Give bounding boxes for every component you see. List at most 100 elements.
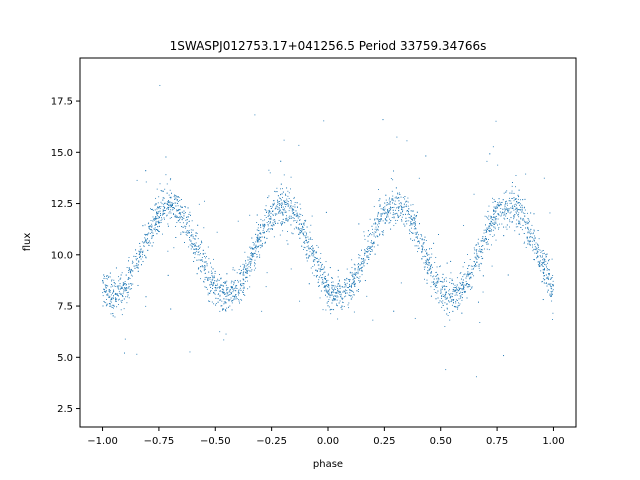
scatter-point bbox=[541, 265, 543, 267]
scatter-point bbox=[525, 173, 527, 175]
scatter-point bbox=[354, 282, 356, 284]
scatter-point bbox=[288, 204, 290, 206]
scatter-point bbox=[225, 301, 226, 303]
scatter-point bbox=[285, 202, 287, 204]
scatter-point bbox=[172, 204, 173, 206]
scatter-point bbox=[135, 249, 137, 251]
scatter-point bbox=[187, 216, 189, 218]
scatter-point bbox=[352, 282, 354, 284]
scatter-point bbox=[419, 242, 420, 244]
scatter-point bbox=[270, 225, 272, 227]
scatter-point bbox=[202, 249, 204, 251]
scatter-point bbox=[543, 258, 545, 260]
scatter-point bbox=[374, 253, 376, 255]
scatter-point bbox=[226, 289, 228, 290]
scatter-point bbox=[529, 241, 531, 243]
scatter-point bbox=[393, 217, 395, 219]
scatter-point bbox=[321, 283, 323, 285]
scatter-point bbox=[283, 203, 285, 205]
scatter-point bbox=[171, 217, 173, 218]
scatter-point bbox=[366, 263, 368, 265]
scatter-point bbox=[293, 217, 295, 219]
scatter-point bbox=[245, 267, 247, 269]
scatter-point bbox=[536, 257, 537, 259]
scatter-point bbox=[121, 272, 123, 274]
scatter-point bbox=[418, 234, 420, 236]
scatter-point bbox=[388, 222, 390, 224]
scatter-point bbox=[389, 201, 391, 203]
scatter-point bbox=[401, 216, 403, 218]
scatter-point bbox=[162, 211, 164, 213]
scatter-point bbox=[275, 214, 277, 216]
scatter-point bbox=[523, 233, 525, 234]
scatter-point bbox=[521, 211, 523, 213]
scatter-point bbox=[358, 278, 360, 279]
scatter-point bbox=[145, 256, 147, 258]
scatter-point bbox=[210, 286, 212, 288]
scatter-point bbox=[535, 247, 537, 249]
scatter-point bbox=[548, 278, 550, 280]
scatter-point bbox=[287, 220, 289, 222]
scatter-point bbox=[229, 289, 231, 291]
scatter-point bbox=[488, 230, 490, 231]
scatter-point bbox=[503, 226, 505, 228]
scatter-point bbox=[276, 187, 278, 189]
scatter-point bbox=[382, 208, 384, 210]
scatter-point bbox=[260, 236, 262, 238]
scatter-point bbox=[225, 302, 227, 304]
scatter-point bbox=[520, 199, 521, 201]
scatter-point bbox=[253, 248, 255, 250]
scatter-point bbox=[444, 289, 446, 291]
scatter-point bbox=[298, 228, 300, 230]
scatter-point bbox=[230, 282, 232, 284]
scatter-point bbox=[139, 256, 140, 258]
scatter-point bbox=[490, 217, 492, 219]
scatter-point bbox=[247, 267, 249, 269]
scatter-point bbox=[366, 251, 368, 253]
scatter-point bbox=[321, 277, 323, 279]
scatter-point bbox=[278, 203, 280, 204]
scatter-point bbox=[141, 251, 143, 253]
scatter-point bbox=[287, 195, 289, 197]
scatter-point bbox=[236, 284, 238, 286]
scatter-point bbox=[163, 204, 165, 206]
scatter-point bbox=[124, 338, 126, 340]
scatter-point bbox=[232, 298, 234, 300]
scatter-point bbox=[230, 292, 232, 294]
scatter-point bbox=[217, 294, 219, 295]
scatter-point bbox=[426, 261, 428, 263]
scatter-point bbox=[465, 277, 467, 279]
scatter-point bbox=[369, 218, 371, 220]
scatter-point bbox=[195, 248, 197, 250]
scatter-point bbox=[226, 289, 227, 291]
scatter-point bbox=[176, 217, 178, 218]
scatter-point bbox=[184, 241, 185, 243]
scatter-point bbox=[307, 242, 309, 244]
scatter-point bbox=[128, 271, 130, 273]
scatter-point bbox=[356, 276, 358, 278]
scatter-point bbox=[517, 198, 519, 200]
scatter-point bbox=[315, 251, 317, 253]
scatter-point bbox=[437, 278, 439, 280]
scatter-point bbox=[407, 210, 408, 212]
scatter-point bbox=[389, 202, 391, 204]
scatter-point bbox=[243, 283, 244, 284]
scatter-point bbox=[473, 268, 474, 270]
scatter-point bbox=[282, 218, 284, 220]
scatter-point bbox=[256, 254, 258, 255]
scatter-point bbox=[529, 236, 531, 238]
scatter-point bbox=[504, 208, 506, 210]
scatter-point bbox=[286, 203, 288, 205]
scatter-point bbox=[328, 299, 330, 301]
scatter-point bbox=[282, 214, 284, 216]
scatter-point bbox=[503, 192, 505, 194]
scatter-point bbox=[103, 300, 105, 302]
scatter-point bbox=[300, 232, 301, 234]
scatter-point bbox=[421, 252, 423, 254]
scatter-point bbox=[395, 204, 397, 206]
scatter-point bbox=[446, 291, 447, 293]
scatter-point bbox=[359, 264, 361, 266]
scatter-point bbox=[367, 257, 369, 259]
scatter-point bbox=[485, 242, 487, 244]
scatter-point bbox=[441, 298, 442, 299]
